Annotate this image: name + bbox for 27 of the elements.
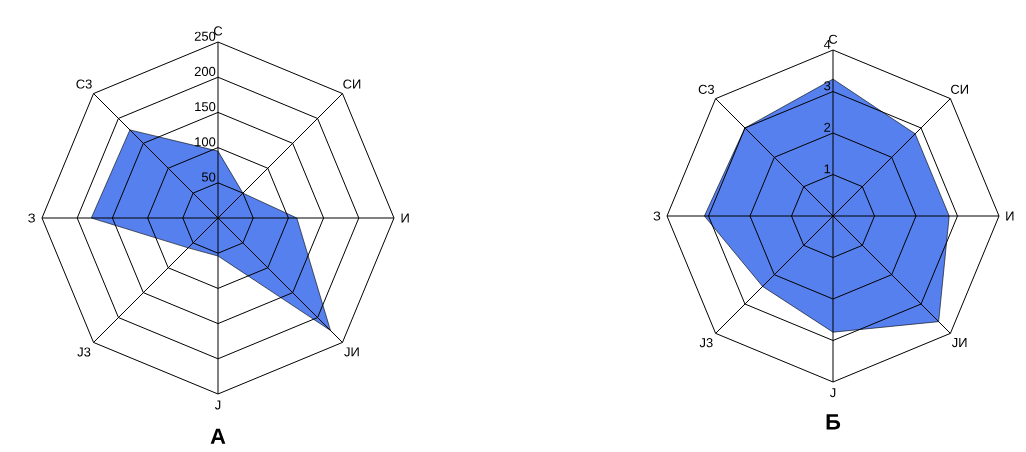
y-tick-label: 2 xyxy=(824,122,831,132)
spoke-label: J xyxy=(214,400,221,410)
y-tick-label: 3 xyxy=(824,81,831,91)
y-tick-label: 250 xyxy=(194,31,216,41)
y-tick-label: 1 xyxy=(824,164,831,174)
y-tick-label: 200 xyxy=(194,66,216,76)
spoke-label: З xyxy=(653,211,661,221)
spoke-label: З xyxy=(28,213,35,223)
spoke-label: J xyxy=(829,388,836,398)
y-tick-label: 4 xyxy=(823,39,831,49)
text: Б xyxy=(826,414,841,430)
spoke-label: С3 xyxy=(698,84,715,94)
spoke-label: И xyxy=(401,213,409,223)
spoke-label: С3 xyxy=(76,79,92,89)
spoke-label: С xyxy=(213,26,223,36)
y-tick-label: 150 xyxy=(195,102,216,112)
spoke-label: J3 xyxy=(77,347,91,357)
spoke-label: JИ xyxy=(344,347,359,357)
spoke-label: И xyxy=(1006,211,1014,221)
spoke-label: СИ xyxy=(343,79,361,89)
text: А xyxy=(210,428,226,444)
y-tick-label: 100 xyxy=(195,137,216,147)
spoke-label: J3 xyxy=(699,338,713,348)
spoke-label: СИ xyxy=(951,84,968,94)
spoke-label: С xyxy=(828,34,838,44)
y-tick-label: 50 xyxy=(201,172,216,182)
spoke-label: JИ xyxy=(951,338,967,348)
